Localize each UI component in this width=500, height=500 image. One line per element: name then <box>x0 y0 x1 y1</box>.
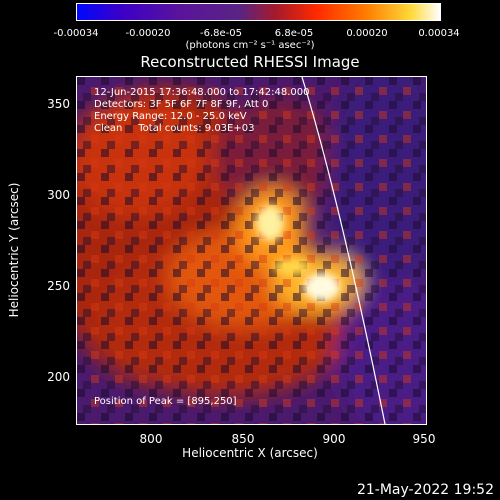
x-tick-label: 850 <box>231 432 255 446</box>
x-tick-label: 800 <box>139 432 163 446</box>
time-range-text: 12-Jun-2015 17:36:48.000 to 17:42:48.000 <box>94 87 310 98</box>
image-title: Reconstructed RHESSI Image <box>140 53 360 71</box>
x-tick-label: 950 <box>412 432 436 446</box>
timestamp: 21-May-2022 19:52 <box>356 482 494 498</box>
colorbar-tick: -0.00034 <box>53 28 99 39</box>
detectors-text: Detectors: 3F 5F 6F 7F 8F 9F, Att 0 <box>94 99 269 110</box>
y-tick-label: 250 <box>47 279 70 293</box>
y-tick-label: 350 <box>47 97 70 111</box>
bright-cores <box>256 205 340 301</box>
y-axis-label: Heliocentric Y (arcsec) <box>7 182 21 318</box>
energy-range-text: Energy Range: 12.0 - 25.0 keV <box>94 111 247 122</box>
solar-limb <box>301 77 386 424</box>
colorbar-tick: 0.00034 <box>418 28 460 39</box>
colorbar <box>76 3 441 21</box>
colorbar-tick: -6.8e-05 <box>200 28 242 39</box>
noise-texture <box>77 77 426 424</box>
peak-position-text: Position of Peak = [895,250] <box>94 396 237 407</box>
x-tick-label: 900 <box>322 432 346 446</box>
y-tick-label: 200 <box>47 370 70 384</box>
clean-counts-text: Clean Total counts: 9.03E+03 <box>94 123 255 134</box>
image-plot-area <box>76 76 427 425</box>
x-axis-label: Heliocentric X (arcsec) <box>182 446 318 460</box>
colorbar-tick: 0.00020 <box>346 28 388 39</box>
colorbar-tick: 6.8e-05 <box>274 28 314 39</box>
rhessi-image <box>77 77 426 424</box>
y-tick-label: 300 <box>47 188 70 202</box>
colorbar-units: (photons cm⁻² s⁻¹ asec⁻²) <box>185 40 315 51</box>
colorbar-tick: -0.00020 <box>125 28 171 39</box>
